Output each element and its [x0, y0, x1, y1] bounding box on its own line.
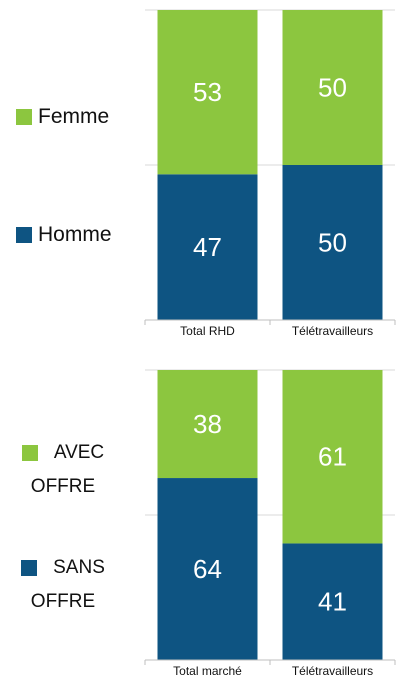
- data-label: 61: [318, 442, 347, 472]
- bar-segment: [157, 10, 258, 175]
- data-label: 50: [318, 227, 347, 257]
- data-label: 47: [193, 232, 222, 262]
- legend-entry: Homme: [16, 223, 112, 247]
- legend-entry: SANS OFFRE: [8, 551, 118, 619]
- bar-segment: [282, 165, 383, 320]
- legend-entry: AVEC OFFRE: [8, 436, 118, 504]
- legend-label: Femme: [38, 105, 110, 128]
- x-tick-label: Total RHD: [180, 324, 235, 338]
- bar-segment: [157, 174, 258, 320]
- data-label: 64: [193, 554, 222, 584]
- x-tick-label: Télétravailleurs: [292, 664, 373, 678]
- x-tick-label: Total marché: [173, 664, 242, 678]
- legend-entry: Femme: [16, 105, 109, 129]
- x-tick-label: Télétravailleurs: [292, 324, 373, 338]
- bar-segment: [282, 543, 383, 660]
- legend-label: AVEC OFFRE: [30, 442, 105, 497]
- data-label: 53: [193, 77, 222, 107]
- bar-segment: [282, 10, 383, 165]
- bar-segment: [282, 370, 383, 544]
- legend-label: SANS OFFRE: [30, 557, 105, 612]
- data-label: 41: [318, 587, 347, 617]
- data-label: 50: [318, 72, 347, 102]
- legend-swatch: [16, 227, 32, 243]
- legend-swatch: [21, 444, 38, 461]
- legend-swatch: [21, 559, 38, 576]
- bar-segment: [157, 478, 258, 660]
- legend-label: Homme: [38, 223, 112, 246]
- data-label: 38: [193, 409, 222, 439]
- bar-segment: [157, 370, 258, 479]
- legend-swatch: [16, 109, 32, 125]
